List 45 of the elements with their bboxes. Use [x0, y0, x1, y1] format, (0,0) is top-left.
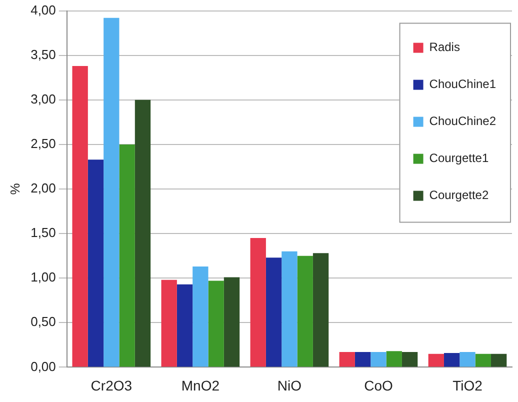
x-tick-label: CoO [364, 377, 393, 394]
bar [224, 277, 240, 367]
bar [282, 251, 298, 367]
y-tick-label: 3,00 [30, 91, 56, 106]
bar [428, 354, 444, 367]
legend-label: Radis [429, 40, 460, 54]
bar [208, 280, 224, 367]
bar [490, 354, 507, 367]
y-tick-label: 3,50 [30, 46, 56, 62]
y-tick-label: 0,50 [30, 314, 56, 330]
bar [119, 144, 135, 367]
bar [297, 256, 313, 367]
bar [104, 18, 120, 367]
x-tick-label: TiO2 [452, 377, 483, 394]
bar [72, 66, 88, 367]
y-tick-label: 2,50 [30, 136, 56, 152]
x-tick-label: NiO [277, 377, 302, 394]
bar [88, 160, 104, 367]
y-axis-title: % [7, 182, 22, 195]
bar [312, 253, 329, 367]
bar [354, 352, 371, 367]
x-tick-label: Cr2O3 [90, 377, 132, 394]
legend-label: Courgette2 [429, 188, 489, 202]
bar [402, 352, 418, 367]
bar [460, 352, 476, 367]
bar [266, 258, 282, 367]
bar [370, 352, 386, 367]
bar [444, 352, 460, 367]
y-tick-label: 4,00 [30, 2, 56, 18]
y-tick-label: 1,00 [30, 270, 56, 285]
bar [176, 284, 193, 367]
y-tick-label: 1,50 [30, 225, 56, 240]
x-tick-label: MnO2 [181, 377, 220, 394]
bar [475, 354, 491, 367]
y-tick-label: 0,00 [30, 358, 56, 374]
bar [161, 280, 177, 367]
legend-label: ChouChine1 [429, 77, 496, 92]
bar [339, 352, 355, 367]
bar [192, 266, 208, 367]
bar [386, 351, 402, 367]
bar [250, 238, 266, 367]
legend-label: ChouChine2 [429, 114, 496, 128]
legend-label: Courgette1 [429, 151, 489, 166]
y-tick-label: 2,00 [30, 180, 56, 196]
bar [134, 100, 151, 367]
